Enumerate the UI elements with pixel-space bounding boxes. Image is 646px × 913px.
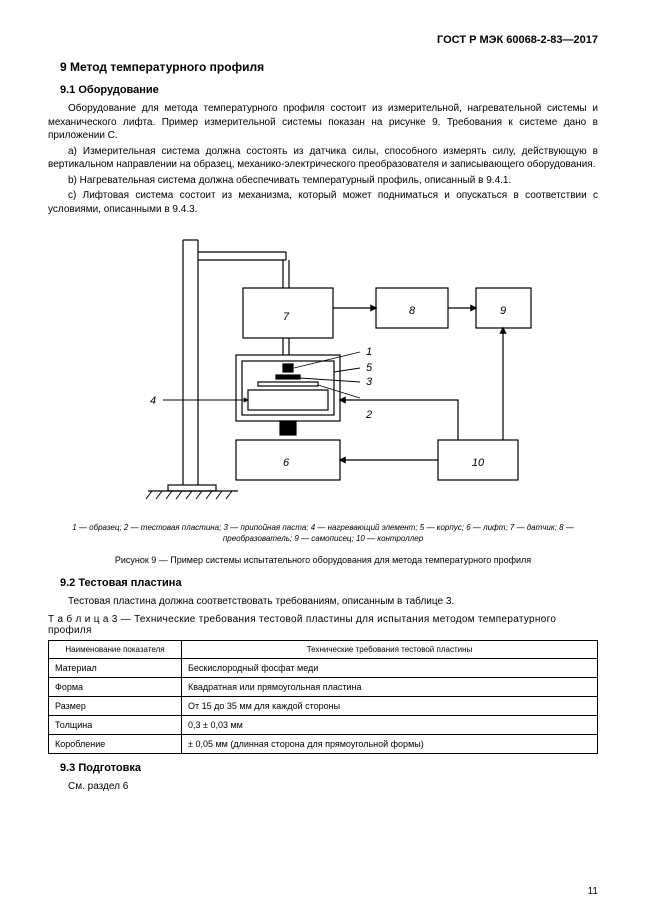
table-row: Коробление ± 0,05 мм (длинная сторона дл… [49, 735, 598, 754]
section-9-1-title: 9.1 Оборудование [60, 84, 598, 96]
para-9-1-c: c) Лифтовая система состоит из механизма… [48, 189, 598, 216]
table-3-caption: Т а б л и ц а 3 — Технические требования… [48, 614, 598, 636]
figure-9-caption: Рисунок 9 — Пример системы испытательног… [48, 555, 598, 565]
figure-label-6: 6 [283, 457, 290, 469]
table-cell-value: Бескислородный фосфат меди [182, 659, 598, 678]
para-9-1-b: b) Нагревательная система должна обеспеч… [48, 174, 598, 188]
para-9-1-a: a) Измерительная система должна состоять… [48, 145, 598, 172]
figure-label-4: 4 [150, 395, 156, 407]
figure-label-2: 2 [365, 409, 372, 421]
figure-9: 7 6 [48, 230, 598, 515]
figure-9-legend: 1 — образец; 2 — тестовая пластина; 3 — … [48, 523, 598, 545]
figure-label-5: 5 [366, 362, 373, 374]
page-number: 11 [588, 886, 598, 897]
para-9-1-1: Оборудование для метода температурного п… [48, 102, 598, 143]
document-id: ГОСТ Р МЭК 60068-2-83—2017 [48, 34, 598, 46]
figure-label-9: 9 [500, 305, 506, 317]
table-3-col1: Наименование показателя [49, 641, 182, 659]
figure-label-1: 1 [366, 346, 372, 358]
table-cell-name: Форма [49, 678, 182, 697]
page: ГОСТ Р МЭК 60068-2-83—2017 9 Метод темпе… [0, 0, 646, 913]
table-row: Материал Бескислородный фосфат меди [49, 659, 598, 678]
table-cell-value: 0,3 ± 0,03 мм [182, 716, 598, 735]
figure-label-3: 3 [366, 376, 373, 388]
table-row: Форма Квадратная или прямоугольная пласт… [49, 678, 598, 697]
table-3: Наименование показателя Технические треб… [48, 640, 598, 754]
table-row: Размер От 15 до 35 мм для каждой стороны [49, 697, 598, 716]
section-9-2-title: 9.2 Тестовая пластина [60, 577, 598, 589]
table-cell-value: ± 0,05 мм (длинная сторона для прямоугол… [182, 735, 598, 754]
table-row: Наименование показателя Технические треб… [49, 641, 598, 659]
table-cell-name: Коробление [49, 735, 182, 754]
figure-label-10: 10 [472, 457, 485, 469]
table-cell-name: Материал [49, 659, 182, 678]
figure-label-8: 8 [409, 305, 416, 317]
para-9-3-1: См. раздел 6 [48, 780, 598, 794]
table-3-col2: Технические требования тестовой пластины [182, 641, 598, 659]
table-cell-name: Размер [49, 697, 182, 716]
section-9-3-title: 9.3 Подготовка [60, 762, 598, 774]
figure-label-7: 7 [283, 311, 290, 323]
table-cell-name: Толщина [49, 716, 182, 735]
para-9-2-1: Тестовая пластина должна соответствовать… [48, 595, 598, 609]
table-cell-value: Квадратная или прямоугольная пластина [182, 678, 598, 697]
section-9-title: 9 Метод температурного профиля [60, 60, 598, 74]
table-row: Толщина 0,3 ± 0,03 мм [49, 716, 598, 735]
figure-9-svg: 7 6 [108, 230, 538, 510]
table-cell-value: От 15 до 35 мм для каждой стороны [182, 697, 598, 716]
